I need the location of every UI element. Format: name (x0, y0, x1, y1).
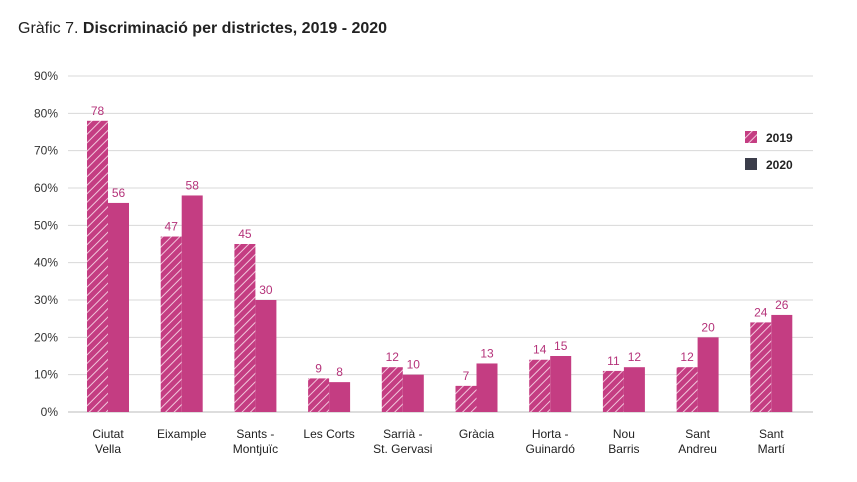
chart-title-main: Discriminació per districtes, 2019 - 202… (82, 20, 388, 37)
category-label: Sant (759, 427, 784, 441)
category-label: Barris (608, 442, 639, 456)
data-label-2020: 56 (112, 186, 126, 200)
data-label-2019: 12 (386, 350, 400, 364)
data-label-2019: 45 (238, 227, 252, 241)
bar-2020 (255, 300, 277, 412)
category-label: Andreu (678, 442, 717, 456)
data-label-2020: 20 (701, 320, 715, 334)
bar-2020 (550, 356, 572, 412)
category-label: Vella (95, 442, 121, 456)
bar-2019 (529, 359, 551, 412)
category-label: Ciutat (92, 427, 124, 441)
category-label: Nou (613, 427, 635, 441)
category-label: Les Corts (303, 427, 354, 441)
bar-2020 (771, 314, 793, 412)
y-tick-label: 0% (41, 405, 59, 419)
y-tick-label: 90% (34, 69, 58, 83)
data-label-2020: 12 (628, 350, 642, 364)
data-label-2020: 30 (259, 283, 273, 297)
bar-2019 (750, 322, 772, 412)
data-label-2020: 10 (407, 358, 421, 372)
category-label: Horta - (532, 427, 569, 441)
y-tick-label: 20% (34, 330, 58, 344)
category-label: Martí (758, 442, 786, 456)
chart-title: Gràfic 7. Discriminació per districtes, … (18, 20, 387, 38)
y-tick-label: 80% (34, 106, 58, 120)
data-label-2019: 47 (165, 220, 179, 234)
category-label: Sarrià - (383, 427, 422, 441)
bar-2020 (402, 374, 424, 412)
bar-2019 (455, 385, 477, 412)
data-label-2020: 13 (480, 346, 494, 360)
bar-2020 (108, 202, 129, 412)
category-label: Sants - (236, 427, 274, 441)
legend: 2019 2020 (745, 131, 793, 172)
bar-2019 (602, 370, 624, 412)
category-label: Sant (685, 427, 710, 441)
y-tick-label: 60% (34, 181, 58, 195)
bar-2020 (476, 363, 498, 412)
data-label-2019: 9 (315, 361, 322, 375)
category-label: Montjuïc (233, 442, 278, 456)
legend-label-2019: 2019 (766, 131, 793, 145)
data-label-2020: 8 (336, 365, 343, 379)
y-axis-ticks: 0% 10% 20% 30% 40% 50% 60% 70% 80% 90% (34, 69, 58, 419)
bar-2019 (308, 378, 330, 412)
legend-label-2020: 2020 (766, 158, 793, 172)
data-labels: 78 56 47 58 45 30 9 8 12 10 7 13 14 15 11 12 12 20 24 26 (91, 104, 789, 383)
bars (87, 120, 793, 413)
bar-2020 (697, 337, 719, 412)
category-label: St. Gervasi (373, 442, 432, 456)
bar-2019 (234, 244, 256, 412)
bar-2020 (181, 195, 203, 412)
bar-2019 (160, 236, 182, 412)
data-label-2020: 26 (775, 298, 789, 312)
y-tick-label: 10% (34, 368, 58, 382)
data-label-2019: 11 (607, 354, 620, 368)
data-label-2019: 24 (754, 305, 768, 319)
bar-2020 (329, 382, 351, 412)
bar-2020 (623, 367, 645, 412)
bar-2019 (381, 367, 403, 412)
bar-2019 (676, 367, 698, 412)
y-tick-label: 30% (34, 293, 58, 307)
category-label: Eixample (157, 427, 207, 441)
legend-swatch-2019 (745, 131, 757, 143)
data-label-2020: 58 (186, 178, 200, 192)
y-tick-label: 70% (34, 144, 58, 158)
y-tick-label: 50% (34, 218, 58, 232)
data-label-2020: 15 (554, 339, 568, 353)
data-label-2019: 12 (680, 350, 694, 364)
y-tick-label: 40% (34, 256, 58, 270)
category-label: Gràcia (459, 427, 495, 441)
legend-swatch-2020 (745, 158, 757, 170)
data-label-2019: 7 (463, 369, 470, 383)
chart-title-prefix: Gràfic 7. (18, 20, 79, 37)
data-label-2019: 14 (533, 343, 547, 357)
bar-2019 (87, 120, 108, 413)
data-label-2019: 78 (91, 104, 105, 118)
category-label: Guinardó (526, 442, 576, 456)
